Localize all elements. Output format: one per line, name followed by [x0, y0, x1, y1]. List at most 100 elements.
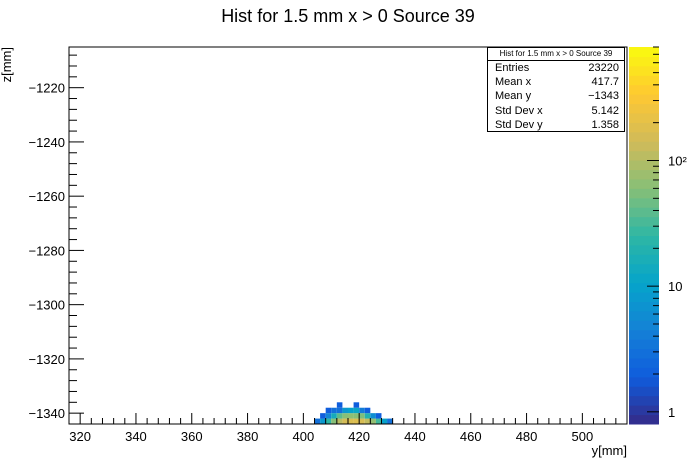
colorbar-segment — [629, 273, 659, 284]
x-tick-label: 420 — [348, 429, 370, 444]
x-tick-label: 480 — [516, 429, 538, 444]
heatmap-cell — [331, 418, 337, 424]
colorbar-segment — [629, 207, 659, 218]
heatmap-cell — [331, 407, 337, 414]
colorbar-segment — [629, 178, 659, 189]
heatmap-cell — [348, 418, 354, 424]
colorbar-segment — [629, 131, 659, 142]
heatmap-cell — [325, 407, 332, 414]
colorbar-segment — [629, 376, 659, 387]
heatmap-cell — [353, 407, 360, 414]
colorbar-segment — [629, 320, 659, 331]
heatmap-cells — [314, 402, 393, 424]
stats-row-std-dev-y: Std Dev y 1.358 — [488, 118, 624, 132]
colorbar-segment — [629, 216, 659, 227]
y-axis-label: z[mm] — [0, 47, 14, 82]
colorbar-segment — [629, 84, 659, 95]
colorbar-segment — [629, 65, 659, 76]
stats-label: Entries — [495, 62, 530, 74]
colorbar-segment — [629, 188, 659, 199]
heatmap-cell — [336, 407, 343, 414]
stats-label: Mean y — [495, 90, 532, 103]
stats-row-entries: Entries 23220 — [488, 61, 624, 75]
colorbar-segment — [629, 141, 659, 152]
x-tick-label: 440 — [404, 429, 426, 444]
stats-label: Std Dev y — [495, 118, 543, 131]
heatmap-cell — [370, 413, 376, 419]
heatmap-cell — [348, 407, 354, 414]
y-tick-label: −1220 — [28, 81, 65, 96]
x-axis-label: y[mm] — [592, 443, 627, 458]
y-tick-label: −1240 — [28, 135, 65, 150]
colorbar-segment — [629, 358, 659, 368]
y-tick-label: −1340 — [28, 406, 65, 421]
colorbar-segment — [629, 197, 659, 208]
heatmap-cell — [348, 413, 354, 419]
colorbar-segment — [629, 47, 659, 57]
y-tick-label: −1280 — [28, 243, 65, 258]
colorbar-segment — [629, 386, 659, 397]
colorbar-segment — [629, 301, 659, 312]
colorbar-segment — [629, 282, 659, 293]
colorbar-tick-label: 10² — [668, 153, 687, 168]
colorbar-segment — [629, 414, 659, 425]
colorbar-segment — [629, 150, 659, 161]
heatmap-cell — [364, 418, 371, 424]
x-tick-label: 380 — [237, 429, 259, 444]
heatmap-cell — [325, 413, 332, 419]
stats-value: −1343 — [588, 90, 619, 103]
stats-value: 1.358 — [591, 118, 619, 131]
colorbar-segment — [629, 348, 659, 359]
y-axis: −1220 −1240 −1260 −1280 −1300 −1320 −1340 — [28, 54, 84, 425]
x-tick-label: 400 — [293, 429, 315, 444]
colorbar-segment — [629, 94, 659, 105]
stats-label: Std Dev x — [495, 104, 543, 117]
stats-value: 417.7 — [591, 76, 619, 89]
heatmap-cell — [364, 407, 371, 414]
x-tick-label: 340 — [125, 429, 147, 444]
colorbar-tick-label: 10 — [668, 279, 682, 294]
stats-title: Hist for 1.5 mm x > 0 Source 39 — [488, 48, 624, 61]
x-tick-label: 460 — [460, 429, 482, 444]
colorbar-segment — [629, 122, 659, 133]
heatmap-cell — [359, 413, 365, 419]
heatmap-cell — [320, 418, 326, 424]
heatmap-cell — [353, 413, 360, 419]
colorbar-segment — [629, 292, 659, 302]
colorbar-tick-label: 1 — [668, 405, 675, 420]
y-tick-label: −1300 — [28, 298, 65, 313]
x-tick-label: 320 — [69, 429, 91, 444]
colorbar-segment — [629, 254, 659, 265]
stats-row-std-dev-x: Std Dev x 5.142 — [488, 104, 624, 118]
heatmap-cell — [342, 418, 348, 424]
heatmap-cell — [336, 418, 343, 424]
colorbar-segment — [629, 235, 659, 246]
colorbar-segment — [629, 103, 659, 114]
heatmap-cell — [375, 413, 382, 419]
colorbar-segment — [629, 56, 659, 67]
heatmap-cell — [370, 418, 376, 424]
stats-box: Hist for 1.5 mm x > 0 Source 39 Entries … — [487, 47, 625, 132]
x-axis: 320 340 360 380 400 420 440 460 480 500 — [68, 413, 628, 444]
colorbar-axis: 1 10 10² — [647, 46, 687, 420]
heatmap-cell — [353, 418, 360, 424]
heatmap-cell — [336, 402, 343, 408]
heatmap-cell — [353, 402, 360, 408]
heatmap-cell — [364, 413, 371, 419]
x-tick-label: 360 — [181, 429, 203, 444]
heatmap-cell — [320, 413, 326, 419]
heatmap-cell — [325, 418, 332, 424]
stats-label: Mean x — [495, 76, 532, 89]
heatmap-cell — [342, 407, 348, 414]
colorbar-segment — [629, 226, 659, 236]
colorbar-segment — [629, 112, 659, 123]
heatmap-cell — [381, 418, 388, 424]
heatmap-cell — [342, 413, 348, 419]
heatmap-cell — [336, 413, 343, 419]
colorbar-segment — [629, 244, 659, 255]
stats-value: 23220 — [588, 62, 619, 74]
heatmap-cell — [375, 418, 382, 424]
colorbar-segment — [629, 339, 659, 350]
heatmap-cell — [359, 418, 365, 424]
heatmap-cell — [314, 418, 321, 424]
